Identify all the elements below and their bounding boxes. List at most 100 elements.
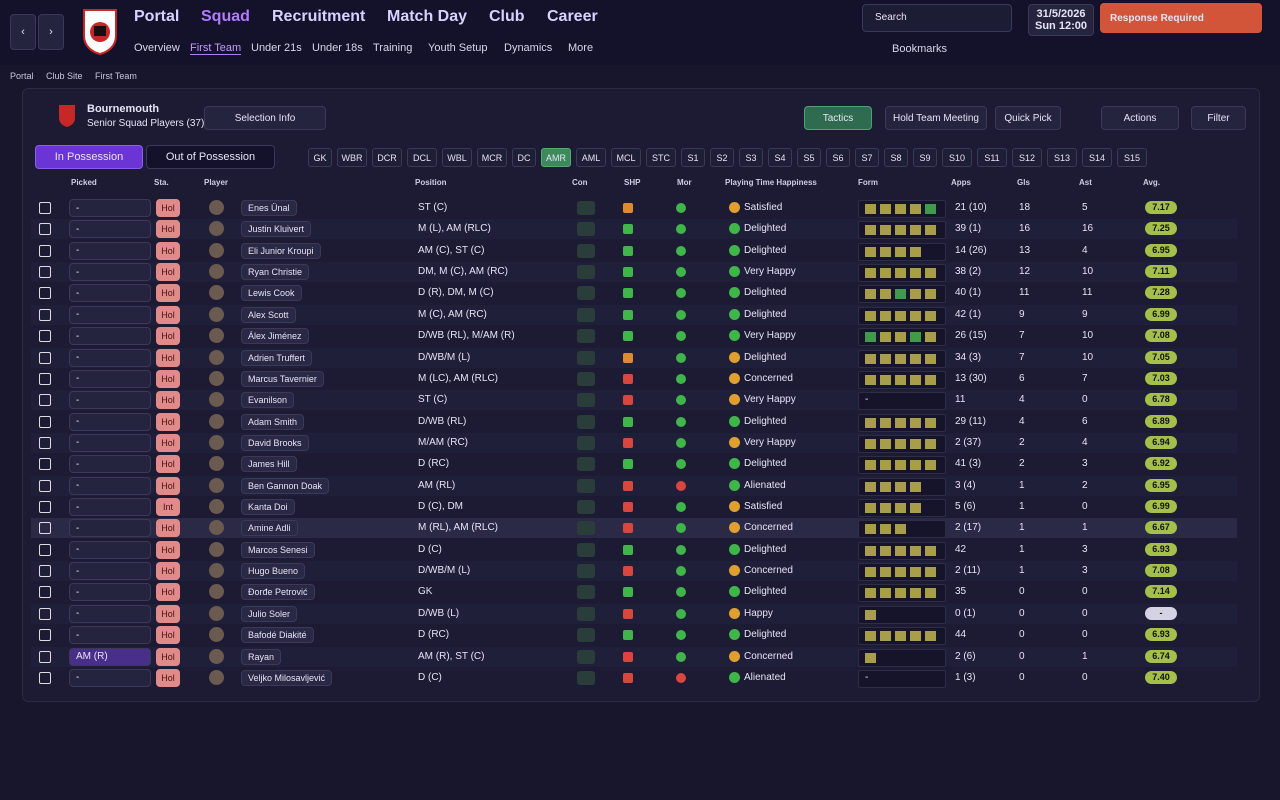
player-name[interactable]: Enes Ünal: [241, 200, 297, 216]
player-name[interactable]: Marcos Senesi: [241, 541, 315, 558]
checkbox[interactable]: [39, 586, 51, 599]
submenu-item[interactable]: More: [568, 42, 594, 54]
column-header[interactable]: Mor: [677, 178, 692, 187]
menu-item[interactable]: Recruitment: [272, 8, 366, 25]
submenu-item[interactable]: Overview: [134, 42, 180, 54]
picked-select[interactable]: AM (R): [69, 647, 151, 666]
submenu-item[interactable]: First Team: [190, 42, 242, 55]
alert-button[interactable]: Response Required: [1100, 3, 1262, 33]
checkbox[interactable]: [39, 244, 51, 257]
menu-item[interactable]: Match Day: [387, 8, 468, 25]
toolbar-button[interactable]: Quick Pick: [995, 106, 1061, 130]
checkbox[interactable]: [39, 650, 51, 663]
table-row[interactable]: - Hol Enes Ünal ST (C) Satisfied 21 (10) 18 5 7.…: [31, 198, 1237, 218]
picked-select[interactable]: -: [69, 498, 151, 517]
picked-select[interactable]: -: [69, 455, 151, 474]
checkbox[interactable]: [39, 543, 51, 556]
picked-select[interactable]: -: [69, 540, 151, 559]
table-row[interactable]: - Hol Veljko Milosavljević D (C) Alienated -1…: [31, 667, 1237, 688]
column-header[interactable]: Apps: [951, 178, 971, 187]
table-row[interactable]: - Hol Adrien Truffert D/WB/M (L) Delighted 34…: [31, 347, 1237, 368]
search-button[interactable]: Search: [875, 12, 907, 23]
column-header[interactable]: Playing Time Happiness: [725, 178, 817, 187]
player-name[interactable]: Evanilson: [241, 392, 295, 409]
submenu-item[interactable]: Training: [373, 42, 413, 54]
menu-item[interactable]: Portal: [134, 8, 180, 25]
toolbar-button[interactable]: Hold Team Meeting: [885, 106, 987, 130]
checkbox[interactable]: [39, 266, 51, 279]
player-name[interactable]: Hugo Bueno: [241, 563, 306, 580]
position-chip[interactable]: GK: [308, 148, 332, 167]
player-name[interactable]: Julio Soler: [241, 605, 298, 622]
picked-select[interactable]: -: [69, 433, 151, 452]
checkbox[interactable]: [39, 415, 51, 428]
player-name[interactable]: Lewis Cook: [241, 285, 302, 302]
picked-select[interactable]: -: [69, 305, 151, 324]
player-name[interactable]: Marcus Tavernier: [241, 370, 324, 387]
player-name[interactable]: Ryan Christie: [241, 264, 310, 281]
checkbox[interactable]: [39, 394, 51, 407]
checkbox[interactable]: [39, 287, 51, 300]
checkbox[interactable]: [39, 565, 51, 578]
position-chip[interactable]: AML: [576, 148, 606, 167]
checkbox[interactable]: [39, 501, 51, 514]
table-row[interactable]: - Hol Marcos Senesi D (C) Delighted 42 1 3 6.93: [31, 539, 1237, 560]
table-row[interactable]: - Hol Julio Soler D/WB (L) Happy 0 (1) 0 0-: [31, 603, 1237, 624]
checkbox[interactable]: [39, 330, 51, 343]
column-header[interactable]: Ast: [1079, 178, 1092, 187]
picked-select[interactable]: -: [69, 241, 151, 260]
picked-select[interactable]: -: [69, 199, 151, 217]
player-name[interactable]: Kanta Doi: [241, 499, 295, 516]
table-row[interactable]: - Hol Evanilson ST (C) Very Happy -11 4 0 6.78: [31, 390, 1237, 411]
picked-select[interactable]: -: [69, 220, 151, 239]
picked-select[interactable]: -: [69, 412, 151, 431]
table-row[interactable]: - Hol Đorđe Petrović GK Delighted 35 0 0 7.14: [31, 582, 1237, 603]
position-chip[interactable]: DCR: [372, 148, 402, 167]
player-name[interactable]: Amine Adli: [241, 520, 298, 537]
submenu-item[interactable]: Youth Setup: [428, 42, 488, 54]
player-name[interactable]: Đorđe Petrović: [241, 584, 315, 601]
position-chip[interactable]: S10: [942, 148, 972, 167]
position-chip[interactable]: S4: [768, 148, 792, 167]
picked-select[interactable]: -: [69, 284, 151, 303]
picked-select[interactable]: -: [69, 369, 151, 388]
player-name[interactable]: Adrien Truffert: [241, 349, 312, 366]
column-header[interactable]: Sta.: [154, 178, 169, 187]
table-row[interactable]: AM (R) Hol Rayan AM (R), ST (C) Concerned 2 (…: [31, 646, 1237, 667]
position-chip[interactable]: S7: [855, 148, 879, 167]
column-header[interactable]: Picked: [71, 178, 97, 187]
position-chip[interactable]: S13: [1047, 148, 1077, 167]
player-name[interactable]: Álex Jiménez: [241, 328, 309, 345]
position-chip[interactable]: WBR: [337, 148, 367, 167]
position-chip[interactable]: DCL: [407, 148, 437, 167]
position-chip[interactable]: MCR: [477, 148, 507, 167]
picked-select[interactable]: -: [69, 626, 151, 645]
column-header[interactable]: SHP: [624, 178, 641, 187]
position-chip[interactable]: DC: [512, 148, 536, 167]
picked-select[interactable]: -: [69, 668, 151, 687]
table-row[interactable]: - Hol Alex Scott M (C), AM (RC) Delighted 42 …: [31, 304, 1237, 325]
player-name[interactable]: James Hill: [241, 456, 297, 473]
player-name[interactable]: David Brooks: [241, 434, 309, 451]
menu-item[interactable]: Club: [489, 8, 525, 25]
checkbox[interactable]: [39, 436, 51, 449]
player-name[interactable]: Ben Gannon Doak: [241, 477, 330, 494]
toolbar-button[interactable]: Filter: [1191, 106, 1246, 130]
breadcrumb-item[interactable]: First Team: [95, 71, 137, 81]
checkbox[interactable]: [39, 671, 51, 684]
checkbox[interactable]: [39, 522, 51, 535]
player-name[interactable]: Justin Kluivert: [241, 221, 312, 238]
position-chip[interactable]: AMR: [541, 148, 571, 167]
player-name[interactable]: Rayan: [241, 648, 282, 665]
checkbox[interactable]: [39, 308, 51, 321]
table-row[interactable]: - Hol Justin Kluivert M (L), AM (RLC) Deligh…: [31, 219, 1237, 240]
picked-select[interactable]: -: [69, 263, 151, 282]
position-chip[interactable]: MCL: [611, 148, 641, 167]
tab[interactable]: In Possession: [35, 145, 143, 169]
position-chip[interactable]: STC: [646, 148, 676, 167]
table-row[interactable]: - Hol Amine Adli M (RL), AM (RLC) Concerned 2…: [31, 518, 1237, 539]
checkbox[interactable]: [39, 351, 51, 364]
table-row[interactable]: - Hol Ryan Christie DM, M (C), AM (RC) Very …: [31, 262, 1237, 283]
breadcrumb-item[interactable]: Club Site: [46, 71, 83, 81]
picked-select[interactable]: -: [69, 327, 151, 346]
